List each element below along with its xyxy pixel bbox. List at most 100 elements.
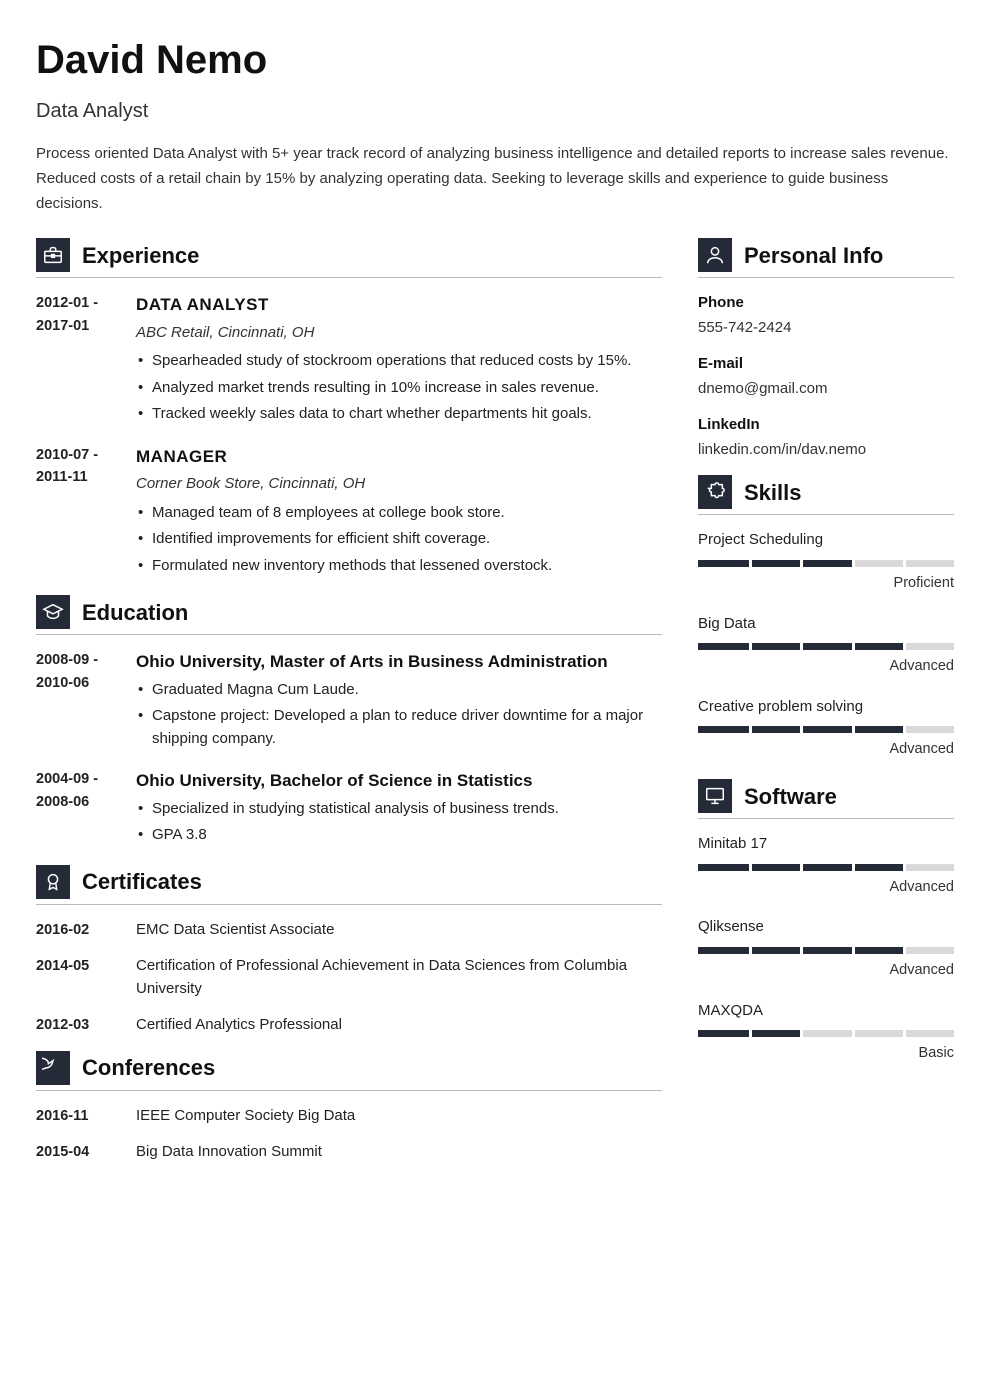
experience-section: Experience 2012-01 - 2017-01 DATA ANALYS… [36,238,662,581]
software-section: Software Minitab 17 Advanced Qliksense Adva… [698,779,954,1065]
main-column: Experience 2012-01 - 2017-01 DATA ANALYS… [36,238,662,1178]
bullet: Formulated new inventory methods that le… [138,555,662,578]
entry-date: 2004-09 - 2008-06 [36,768,118,851]
entry-subtitle: ABC Retail, Cincinnati, OH [136,322,662,345]
info-item: Phone 555-742-2424 [698,292,954,339]
entry-date: 2010-07 - 2011-11 [36,444,118,582]
bullet: Tracked weekly sales data to chart wheth… [138,403,662,426]
entry-text: Big Data Innovation Summit [136,1141,662,1164]
entry-title: DATA ANALYST [136,292,662,318]
section-title: Certificates [82,865,202,898]
section-header: Personal Info [698,238,954,278]
entry-title: MANAGER [136,444,662,470]
skill-bar [698,1030,954,1037]
bullet: Graduated Magna Cum Laude. [138,679,662,702]
briefcase-icon [36,238,70,272]
info-value: 555-742-2424 [698,317,954,340]
bullet: Spearheaded study of stockroom operation… [138,350,662,373]
skill-level-label: Advanced [698,739,954,761]
info-label: LinkedIn [698,414,954,437]
person-icon [698,238,732,272]
entry-date: 2014-05 [36,955,118,1000]
education-section: Education 2008-09 - 2010-06 Ohio Univers… [36,595,662,851]
entry-date: 2012-03 [36,1014,118,1037]
personal-info-section: Personal Info Phone 555-742-2424 E-mail … [698,238,954,461]
conferences-section: Conferences 2016-11 IEEE Computer Societ… [36,1051,662,1164]
entry-bullets: Specialized in studying statistical anal… [136,798,662,847]
section-header: Education [36,595,662,635]
entry-date: 2015-04 [36,1141,118,1164]
monitor-icon [698,779,732,813]
skill-item: Big DataAdvanced [698,613,954,678]
entry-title: Ohio University, Master of Arts in Busin… [136,649,662,675]
skill-item: Creative problem solving Advanced [698,696,954,761]
section-header: Certificates [36,865,662,905]
entry-date: 2012-01 - 2017-01 [36,292,118,430]
info-item: E-mail dnemo@gmail.com [698,353,954,400]
education-entry: 2008-09 - 2010-06 Ohio University, Maste… [36,649,662,754]
speech-bubble-icon [36,1051,70,1085]
section-header: Software [698,779,954,819]
bullet: Managed team of 8 employees at college b… [138,502,662,525]
entry-bullets: Managed team of 8 employees at college b… [136,502,662,578]
skill-item: Qliksense Advanced [698,916,954,981]
info-label: E-mail [698,353,954,376]
skill-bar [698,947,954,954]
entry-subtitle: Corner Book Store, Cincinnati, OH [136,473,662,496]
entry-text: EMC Data Scientist Associate [136,919,662,942]
entry-text: IEEE Computer Society Big Data [136,1105,662,1128]
skill-level-label: Proficient [698,573,954,595]
skill-bar [698,726,954,733]
info-value: linkedin.com/in/dav.nemo [698,439,954,462]
entry-date: 2008-09 - 2010-06 [36,649,118,754]
conference-entry: 2016-11 IEEE Computer Society Big Data [36,1105,662,1128]
entry-text: Certification of Professional Achievemen… [136,955,662,1000]
certificates-section: Certificates 2016-02 EMC Data Scientist … [36,865,662,1037]
section-title: Software [744,780,837,813]
skill-item: Minitab 17 Advanced [698,833,954,898]
skill-bar-fill [698,560,852,567]
skill-item: MAXQDABasic [698,1000,954,1065]
sidebar: Personal Info Phone 555-742-2424 E-mail … [698,238,954,1178]
skill-name: Minitab 17 [698,833,954,856]
bullet: Capstone project: Developed a plan to re… [138,705,662,750]
skill-item: Project SchedulingProficient [698,529,954,594]
certificate-icon [36,865,70,899]
section-title: Conferences [82,1051,215,1084]
experience-entry: 2010-07 - 2011-11 MANAGER Corner Book St… [36,444,662,582]
skill-level-label: Advanced [698,960,954,982]
entry-date: 2016-11 [36,1105,118,1128]
resume-title: Data Analyst [36,96,954,126]
graduation-cap-icon [36,595,70,629]
certificate-entry: 2014-05 Certification of Professional Ac… [36,955,662,1000]
skill-name: Big Data [698,613,954,636]
skills-section: Skills Project SchedulingProficient Big D… [698,475,954,761]
entry-text: Certified Analytics Professional [136,1014,662,1037]
resume-summary: Process oriented Data Analyst with 5+ ye… [36,142,954,216]
experience-entry: 2012-01 - 2017-01 DATA ANALYST ABC Retai… [36,292,662,430]
section-header: Experience [36,238,662,278]
section-title: Experience [82,239,199,272]
info-item: LinkedIn linkedin.com/in/dav.nemo [698,414,954,461]
skill-bar [698,643,954,650]
puzzle-icon [698,475,732,509]
entry-title: Ohio University, Bachelor of Science in … [136,768,662,794]
conference-entry: 2015-04 Big Data Innovation Summit [36,1141,662,1164]
skill-name: Qliksense [698,916,954,939]
skill-name: Creative problem solving [698,696,954,719]
info-label: Phone [698,292,954,315]
skill-level-label: Advanced [698,877,954,899]
section-title: Education [82,596,188,629]
bullet: Specialized in studying statistical anal… [138,798,662,821]
resume-name: David Nemo [36,30,954,90]
bullet: Identified improvements for efficient sh… [138,528,662,551]
bullet: GPA 3.8 [138,824,662,847]
section-title: Personal Info [744,239,883,272]
entry-bullets: Graduated Magna Cum Laude. Capstone proj… [136,679,662,751]
skill-bar [698,864,954,871]
certificate-entry: 2012-03 Certified Analytics Professional [36,1014,662,1037]
section-header: Skills [698,475,954,515]
education-entry: 2004-09 - 2008-06 Ohio University, Bache… [36,768,662,851]
entry-bullets: Spearheaded study of stockroom operation… [136,350,662,426]
skill-bar [698,560,954,567]
